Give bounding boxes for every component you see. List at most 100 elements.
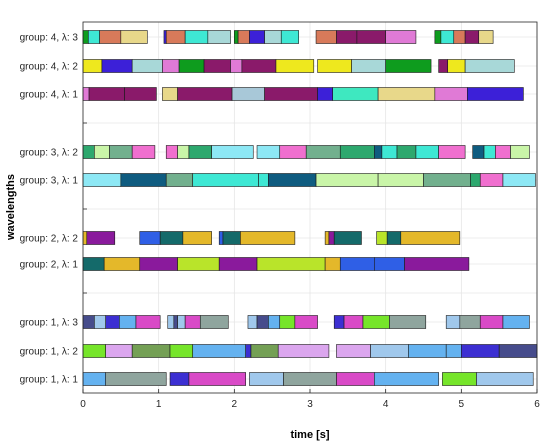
bar-segment — [256, 145, 281, 159]
bar-segment — [124, 87, 157, 101]
bar-segment — [240, 231, 296, 245]
bar-segment — [370, 344, 409, 358]
bar-segment — [423, 173, 471, 187]
bar-segment — [88, 87, 125, 101]
bar-segment — [381, 145, 398, 159]
bar-segment — [453, 30, 466, 44]
bar-segment — [464, 30, 480, 44]
bar-segment — [339, 145, 375, 159]
plot-frame — [82, 21, 538, 394]
bar-segment — [82, 30, 89, 44]
bar-segment — [467, 87, 524, 101]
bar-segment — [374, 145, 383, 159]
y-axis-title: wavelengths — [5, 174, 17, 241]
bar-segment — [502, 173, 536, 187]
bar-segment — [82, 372, 107, 386]
bar-segment — [245, 344, 252, 358]
bar-segment — [192, 173, 259, 187]
y-tick-label: group: 4, λ: 1 — [20, 90, 79, 101]
bar-segment — [211, 145, 254, 159]
bar-segment — [351, 59, 386, 73]
bar-segment — [82, 145, 95, 159]
bar-segment — [105, 372, 167, 386]
bar-segment — [139, 231, 161, 245]
bar-segment — [317, 87, 334, 101]
bar-segment — [165, 145, 178, 159]
bar-segment — [249, 30, 265, 44]
bar-segment — [445, 344, 462, 358]
bar-segment — [169, 344, 194, 358]
bar-segment — [120, 173, 167, 187]
bar-segment — [336, 30, 358, 44]
bar-segment — [82, 87, 90, 101]
bar-segment — [230, 59, 243, 73]
bar-segment — [159, 231, 184, 245]
bar-segment — [234, 30, 239, 44]
bar-segment — [386, 231, 402, 245]
y-tick-label: group: 3, λ: 1 — [20, 176, 79, 187]
bar-segment — [483, 145, 496, 159]
bar-segment — [119, 315, 137, 329]
bar-segment — [82, 315, 95, 329]
bar-segment — [479, 315, 504, 329]
bar-segment — [495, 145, 511, 159]
x-tick-label: 6 — [534, 399, 540, 410]
bar-segment — [82, 173, 122, 187]
bar-segment — [237, 30, 250, 44]
bar-segment — [135, 315, 161, 329]
bar-segment — [376, 231, 388, 245]
bar-segment — [336, 344, 371, 358]
bar-segment — [177, 87, 233, 101]
bar-segment — [279, 315, 296, 329]
y-tick-label: group: 1, λ: 1 — [20, 375, 79, 386]
bar-segment — [101, 59, 133, 73]
bar-segment — [324, 231, 330, 245]
bar-segment — [280, 30, 299, 44]
bar-segment — [203, 59, 231, 73]
bar-segment — [324, 257, 341, 271]
bar-segment — [502, 315, 530, 329]
bar-segment — [332, 87, 379, 101]
bar-segment — [105, 344, 133, 358]
bar-segment — [177, 315, 186, 329]
bar-segment — [343, 315, 364, 329]
bar-segment — [94, 315, 106, 329]
bar-segment — [415, 145, 439, 159]
x-tick-label: 1 — [156, 399, 162, 410]
bar-segment — [389, 315, 427, 329]
bar-segment — [249, 372, 284, 386]
bar-segment — [476, 372, 534, 386]
bar-segment — [103, 257, 141, 271]
bar-segment — [87, 30, 100, 44]
bar-segments — [82, 30, 538, 386]
bar-segment — [120, 30, 148, 44]
bar-segment — [445, 315, 461, 329]
bar-segment — [294, 315, 318, 329]
bar-segment — [438, 145, 466, 159]
bar-segment — [377, 173, 424, 187]
bar-segment — [470, 173, 481, 187]
bar-segment — [182, 231, 212, 245]
x-tick-label: 4 — [383, 399, 389, 410]
bar-segment — [184, 30, 209, 44]
bar-segment — [400, 231, 461, 245]
bar-segment — [510, 145, 530, 159]
bar-segment — [131, 59, 163, 73]
bar-segment — [86, 231, 116, 245]
bar-segment — [222, 231, 241, 245]
bar-segment — [169, 372, 190, 386]
bar-segment — [207, 30, 231, 44]
bar-segment — [218, 231, 224, 245]
bar-segment — [434, 87, 468, 101]
bar-segment — [247, 315, 258, 329]
bar-segment — [82, 257, 105, 271]
y-tick-label: group: 2, λ: 2 — [20, 234, 79, 245]
bar-segment — [385, 59, 432, 73]
bar-segment — [472, 145, 485, 159]
y-tick-label: group: 1, λ: 3 — [20, 318, 79, 329]
bar-segment — [434, 30, 442, 44]
bar-segment — [139, 257, 178, 271]
bar-segment — [479, 173, 504, 187]
bar-segment — [162, 59, 180, 73]
bar-segment — [131, 145, 156, 159]
